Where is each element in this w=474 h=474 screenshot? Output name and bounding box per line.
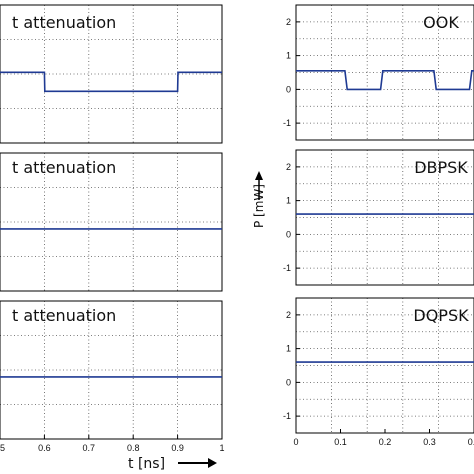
x-axis-label: t [ns]: [128, 456, 165, 472]
panel-left-top: t attenuation: [0, 4, 223, 144]
y-tick-label: 0: [286, 229, 291, 239]
panel-title: t attenuation: [12, 306, 116, 325]
axes-frame: [0, 4, 223, 144]
y-tick-label: 1: [286, 344, 291, 354]
y-tick-label: 1: [286, 196, 291, 206]
panel-title: OOK: [423, 13, 459, 32]
panel-title: t attenuation: [12, 158, 116, 177]
axes-frame: [0, 152, 223, 292]
y-tick-label: 2: [286, 310, 291, 320]
y-tick-label: 2: [286, 162, 291, 172]
y-tick-label: 0: [286, 84, 291, 94]
x-tick-label: 5: [0, 443, 5, 453]
x-tick-label: 0: [293, 437, 298, 447]
series-line: [0, 71, 222, 93]
panel-right-top: 2 1 0 -1 OOK: [283, 4, 474, 141]
y-tick-label: -1: [283, 118, 291, 128]
x-tick-label: 0.1: [334, 437, 347, 447]
x-tick-label: 0.6: [38, 443, 51, 453]
y-axis-label: P [mW]: [252, 184, 266, 228]
panel-title: DBPSK: [414, 158, 468, 177]
y-tick-label: 0: [286, 377, 291, 387]
x-tick-label: 0.3: [423, 437, 436, 447]
x-axis-arrowhead: [208, 458, 217, 468]
x-tick-label: 0.7: [83, 443, 96, 453]
y-tick-label: -1: [283, 411, 291, 421]
x-tick-label: 0.9: [171, 443, 184, 453]
panel-right-middle: 2 1 0 -1 DBPSK P [mW]: [252, 149, 474, 286]
panel-title: t attenuation: [12, 13, 116, 32]
panel-title: DQPSK: [413, 306, 469, 325]
axes-frame: [295, 297, 474, 434]
x-tick-label: 0.8: [127, 443, 140, 453]
panel-left-middle: t attenuation: [0, 152, 223, 292]
y-tick-label: 2: [286, 17, 291, 27]
y-tick-label: -1: [283, 263, 291, 273]
axes-frame: [295, 4, 474, 141]
x-tick-label: 1: [219, 443, 224, 453]
y-axis-arrowhead: [255, 171, 263, 180]
panel-right-bottom: 2 1 0 -1 0 0.1 0.2 0.3 0.4 DQPSK: [283, 297, 474, 447]
axes-frame: [295, 149, 474, 286]
x-tick-label: 0.2: [379, 437, 392, 447]
series-line: [296, 70, 474, 91]
axes-frame: [0, 300, 223, 440]
y-tick-label: 1: [286, 51, 291, 61]
x-tick-label: 0.4: [468, 437, 474, 447]
panel-left-bottom: 5 0.6 0.7 0.8 0.9 1 t attenuation t [ns]: [0, 300, 225, 472]
